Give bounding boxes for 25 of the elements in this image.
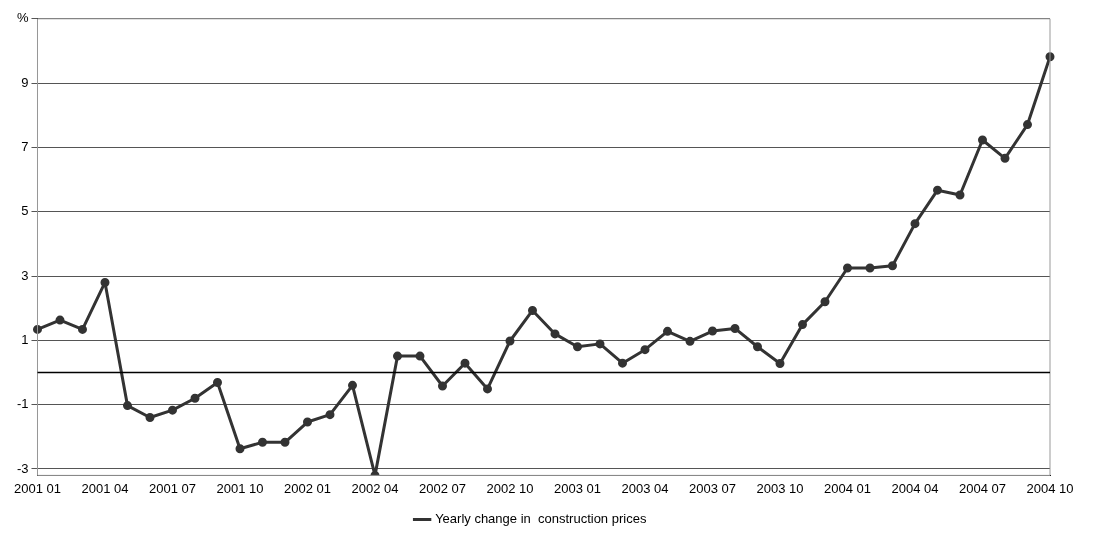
x-tick-label: 2001 01 [14, 480, 61, 496]
x-tick-label: 2001 10 [216, 480, 264, 496]
x-tick-label: 2001 04 [81, 480, 129, 496]
y-tick-label: 5 [21, 203, 29, 219]
x-tick-label: 2004 04 [891, 480, 939, 496]
x-tick-label: 2001 07 [149, 480, 196, 496]
x-tick-label: 2003 01 [554, 480, 601, 496]
x-tick-label: 2002 07 [419, 480, 466, 496]
x-tick-label: 2003 07 [689, 480, 736, 496]
x-tick-label: 2002 04 [351, 480, 399, 496]
x-tick-label: 2004 01 [824, 480, 871, 496]
y-tick-label: -1 [16, 396, 29, 412]
x-tick-label: 2004 07 [959, 480, 1006, 496]
legend-label: Yearly change in construction prices [435, 511, 647, 527]
y-tick-label: 9 [21, 74, 29, 90]
y-tick-label: 1 [21, 331, 29, 347]
x-tick-label: 2002 01 [284, 480, 331, 496]
x-tick-label: 2003 04 [621, 480, 669, 496]
y-tick-label: 7 [21, 139, 29, 154]
y-tick-label: % [16, 10, 29, 26]
x-tick-label: 2002 10 [486, 480, 534, 496]
y-tick-label: -3 [16, 460, 29, 476]
x-tick-label: 2004 10 [1026, 480, 1074, 496]
y-tick-label: 3 [21, 267, 29, 283]
x-tick-label: 2003 10 [756, 480, 804, 496]
